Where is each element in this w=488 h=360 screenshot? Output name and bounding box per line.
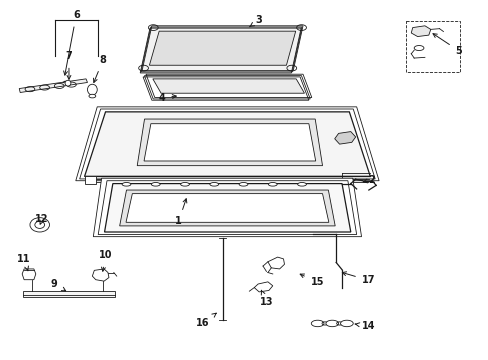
Circle shape (30, 218, 49, 232)
Polygon shape (19, 79, 87, 93)
Bar (406, 22, 459, 72)
Ellipse shape (209, 183, 218, 186)
Ellipse shape (311, 320, 324, 327)
Ellipse shape (268, 183, 277, 186)
Text: 11: 11 (17, 254, 31, 271)
Polygon shape (410, 26, 430, 37)
Text: 12: 12 (35, 215, 49, 224)
Ellipse shape (239, 183, 247, 186)
Polygon shape (93, 178, 361, 237)
Ellipse shape (122, 183, 131, 186)
Text: 7: 7 (65, 51, 72, 79)
Ellipse shape (413, 45, 423, 50)
Text: 4: 4 (158, 93, 176, 103)
Polygon shape (267, 257, 284, 269)
Polygon shape (146, 74, 311, 98)
Circle shape (35, 221, 44, 228)
Ellipse shape (340, 320, 352, 327)
Text: 10: 10 (99, 250, 112, 271)
Polygon shape (104, 184, 350, 232)
Polygon shape (84, 176, 96, 184)
Polygon shape (120, 190, 334, 226)
Text: 8: 8 (93, 55, 106, 82)
Ellipse shape (180, 183, 189, 186)
Polygon shape (142, 26, 303, 71)
Polygon shape (22, 269, 36, 280)
Polygon shape (92, 269, 109, 281)
Text: 6: 6 (63, 10, 80, 75)
Polygon shape (334, 132, 355, 144)
Text: 13: 13 (259, 290, 273, 307)
Polygon shape (84, 112, 369, 176)
Text: 17: 17 (342, 272, 375, 285)
Text: 16: 16 (196, 313, 216, 328)
Polygon shape (144, 124, 315, 161)
Polygon shape (98, 181, 356, 234)
Ellipse shape (297, 183, 306, 186)
Polygon shape (149, 31, 295, 65)
Polygon shape (137, 119, 322, 166)
Ellipse shape (65, 80, 71, 86)
Text: 14: 14 (354, 321, 375, 331)
Text: 3: 3 (249, 15, 262, 27)
Ellipse shape (325, 320, 338, 327)
Polygon shape (126, 194, 328, 222)
Polygon shape (80, 109, 374, 179)
Text: 9: 9 (51, 279, 65, 291)
Text: 2: 2 (363, 175, 374, 185)
Ellipse shape (151, 183, 160, 186)
Polygon shape (153, 79, 304, 93)
Polygon shape (22, 291, 115, 297)
Ellipse shape (87, 84, 97, 95)
Text: 5: 5 (432, 34, 462, 56)
Ellipse shape (89, 94, 96, 98)
Text: 1: 1 (175, 199, 186, 226)
Polygon shape (254, 282, 272, 292)
Text: 15: 15 (300, 274, 324, 287)
